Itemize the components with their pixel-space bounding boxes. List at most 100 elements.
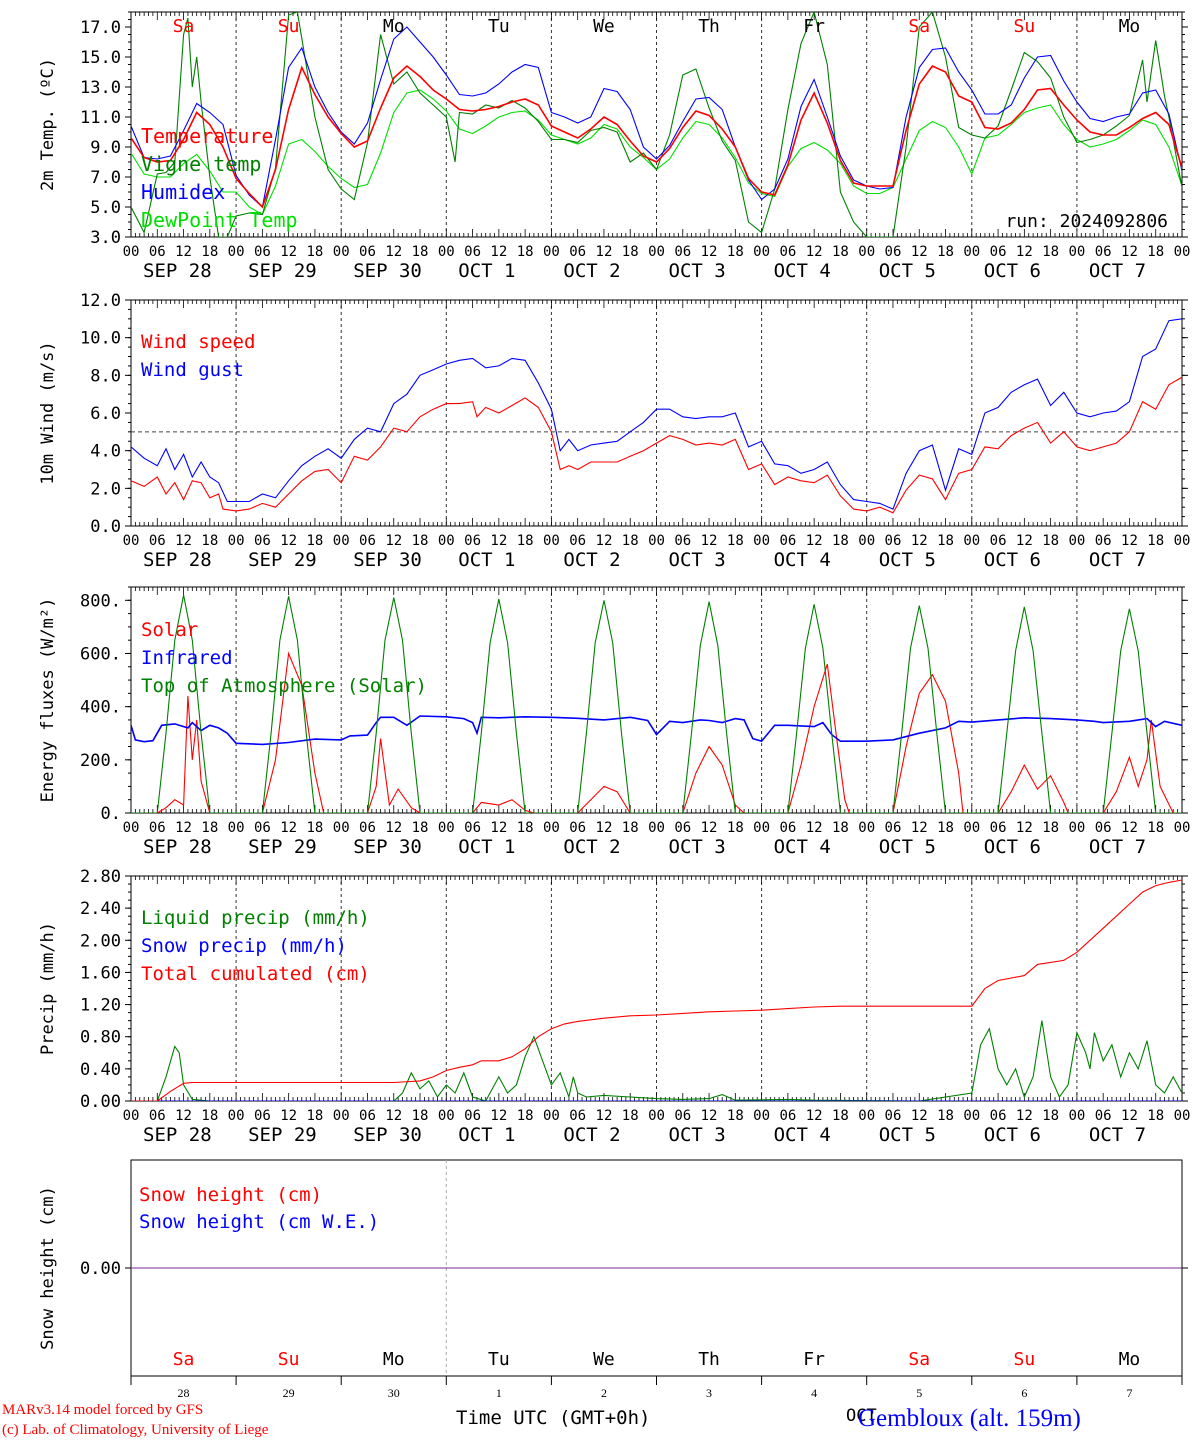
- date-label: OCT 2: [563, 549, 620, 571]
- y-tick-label: 4.0: [90, 442, 121, 462]
- y-tick-label: 5.0: [90, 198, 121, 218]
- date-label: OCT 7: [1089, 549, 1146, 571]
- hour-label: 06: [254, 244, 271, 260]
- y-tick-label: 0.: [101, 804, 121, 824]
- y-tick-label: 400.: [80, 698, 121, 718]
- y-tick-label: 2.40: [80, 899, 121, 919]
- day-number: 1: [496, 1386, 502, 1400]
- hour-label: 18: [727, 1108, 744, 1124]
- weekday-label: Mo: [1119, 1349, 1141, 1370]
- hour-label: 06: [885, 244, 902, 260]
- hour-label: 12: [806, 1108, 823, 1124]
- hour-label: 12: [385, 1108, 402, 1124]
- date-label: SEP 29: [248, 549, 317, 571]
- hour-label: 06: [779, 1108, 796, 1124]
- panel-4: 0.00 0.40 0.80 1.20 1.60 2.00 2.40 2.80 Precip (…: [38, 867, 1190, 1146]
- hour-label: 12: [490, 1108, 507, 1124]
- y-tick-label: 12.0: [80, 291, 121, 311]
- hour-label: 18: [832, 533, 849, 549]
- credit-line-2: (c) Lab. of Climatology, University of L…: [2, 1422, 269, 1438]
- weekday-label: Sa: [173, 16, 195, 37]
- date-label: OCT 4: [774, 260, 831, 282]
- hour-label: 18: [306, 533, 323, 549]
- weekday-label: We: [593, 16, 615, 37]
- credit-line-1: MARv3.14 model forced by GFS: [2, 1402, 203, 1418]
- hour-label: 12: [911, 820, 928, 836]
- hour-label: 00: [333, 820, 350, 836]
- hour-label: 18: [1042, 820, 1059, 836]
- date-label: SEP 28: [143, 836, 212, 858]
- hour-label: 12: [701, 1108, 718, 1124]
- y-tick-label: 1.20: [80, 996, 121, 1016]
- date-label: OCT 4: [774, 1124, 831, 1146]
- y-tick-label: 2.0: [90, 479, 121, 499]
- hour-label: 00: [963, 820, 980, 836]
- hour-label: 12: [280, 533, 297, 549]
- y-tick-label: 200.: [80, 751, 121, 771]
- hour-label: 00: [963, 533, 980, 549]
- hour-label: 00: [858, 820, 875, 836]
- hour-label: 12: [1121, 820, 1138, 836]
- hour-label: 12: [385, 533, 402, 549]
- y-tick-label: 11.0: [80, 108, 121, 128]
- hour-label: 06: [1095, 820, 1112, 836]
- hour-label: 06: [254, 533, 271, 549]
- hour-label: 18: [1147, 533, 1164, 549]
- series-line: [131, 26, 1182, 209]
- legend-entry: Total cumulated (cm): [141, 963, 370, 985]
- hour-label: 18: [1147, 1108, 1164, 1124]
- hour-label: 18: [1042, 244, 1059, 260]
- hour-label: 18: [517, 820, 534, 836]
- hour-label: 12: [1016, 244, 1033, 260]
- hour-label: 00: [648, 533, 665, 549]
- legend-entry: Solar: [141, 619, 198, 641]
- date-label: OCT 1: [458, 260, 515, 282]
- hour-label: 00: [1068, 533, 1085, 549]
- hour-label: 06: [359, 533, 376, 549]
- hour-label: 00: [753, 244, 770, 260]
- run-annotation: run: 2024092806: [1005, 211, 1168, 232]
- hour-label: 12: [596, 1108, 613, 1124]
- day-number: 3: [706, 1386, 712, 1400]
- hour-label: 00: [543, 244, 560, 260]
- date-label: SEP 29: [248, 836, 317, 858]
- date-label: OCT 6: [984, 260, 1041, 282]
- day-number: 2: [601, 1386, 607, 1400]
- hour-label: 18: [1147, 244, 1164, 260]
- hour-label: 00: [648, 820, 665, 836]
- hour-label: 18: [306, 244, 323, 260]
- hour-label: 12: [175, 820, 192, 836]
- legend-entry: Wind speed: [141, 331, 255, 353]
- panel-3: 0. 200. 400. 600. 800. Energy fluxes (W/m²) 00…: [38, 586, 1190, 858]
- hour-label: 00: [858, 1108, 875, 1124]
- hour-label: 00: [753, 533, 770, 549]
- day-number: 30: [388, 1386, 400, 1400]
- legend-entry: Wind gust: [141, 359, 244, 381]
- legend-entry: DewPoint Temp: [141, 208, 298, 232]
- hour-label: 06: [1095, 1108, 1112, 1124]
- hour-label: 00: [438, 244, 455, 260]
- legend-entry: Snow height (cm W.E.): [139, 1211, 379, 1233]
- hour-label: 00: [858, 244, 875, 260]
- date-label: OCT 7: [1089, 260, 1146, 282]
- hour-label: 00: [1068, 244, 1085, 260]
- hour-label: 18: [306, 1108, 323, 1124]
- hour-label: 12: [806, 533, 823, 549]
- weekday-label: We: [593, 1349, 615, 1370]
- hour-label: 12: [701, 244, 718, 260]
- hour-label: 12: [1016, 1108, 1033, 1124]
- day-number: 28: [178, 1386, 190, 1400]
- hour-label: 18: [622, 1108, 639, 1124]
- hour-label: 18: [201, 533, 218, 549]
- hour-label: 12: [911, 1108, 928, 1124]
- hour-label: 06: [569, 533, 586, 549]
- hour-label: 06: [779, 820, 796, 836]
- hour-label: 12: [806, 244, 823, 260]
- hour-label: 00: [228, 820, 245, 836]
- hour-label: 06: [569, 244, 586, 260]
- hour-label: 00: [333, 533, 350, 549]
- legend-entry: Snow height (cm): [139, 1184, 322, 1206]
- weekday-label: Tu: [488, 16, 510, 37]
- series-line: [131, 318, 1182, 510]
- hour-label: 12: [1121, 533, 1138, 549]
